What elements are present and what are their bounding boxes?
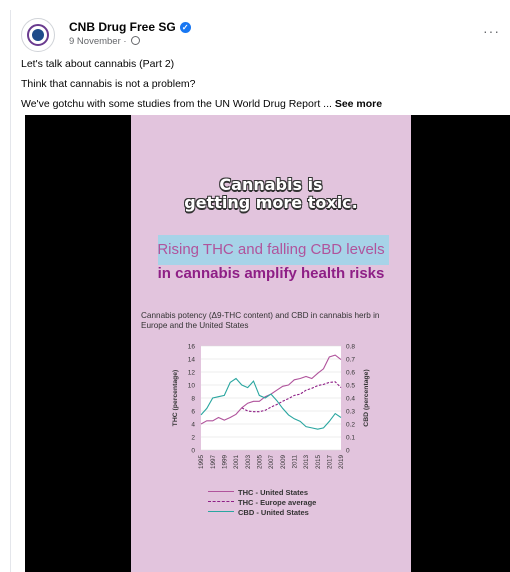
post-header: CNB Drug Free SG ✓ 9 November · ···: [21, 14, 510, 54]
x-tick-label: 2011: [292, 455, 299, 469]
poster-headline-line-1: Cannabis is: [219, 175, 323, 194]
series-line-1: [241, 381, 342, 413]
x-tick-label: 2001: [233, 455, 240, 470]
x-tick-label: 2015: [315, 455, 322, 470]
post-line-1: Let's talk about cannabis (Part 2): [21, 58, 175, 70]
infographic-poster: Cannabis is getting more toxic. Rising T…: [131, 115, 411, 572]
x-tick-label: 2009: [280, 455, 287, 470]
globe-icon[interactable]: [131, 36, 141, 45]
y-left-tick-label: 16: [188, 344, 196, 351]
x-tick-label: 2007: [268, 455, 275, 470]
page-avatar[interactable]: [21, 18, 55, 52]
legend-item-cbd-us: CBD - United States: [208, 508, 378, 518]
post-body: Let's talk about cannabis (Part 2) Think…: [21, 57, 501, 117]
x-tick-label: 2017: [327, 455, 334, 470]
y-left-tick-label: 2: [191, 435, 195, 442]
x-tick-label: 1997: [210, 455, 217, 470]
y-left-tick-label: 10: [188, 383, 196, 390]
page-name-link[interactable]: CNB Drug Free SG ✓: [69, 20, 191, 34]
post-date-link[interactable]: 9 November: [69, 36, 121, 47]
post-meta: 9 November ·: [69, 36, 141, 47]
legend-label-thc-eu: THC - Europe average: [238, 498, 317, 507]
legend-item-thc-us: THC - United States: [208, 488, 378, 498]
x-tick-label: 2019: [338, 455, 345, 470]
post-line-3: We've gotchu with some studies from the …: [21, 97, 501, 117]
meta-separator: ·: [123, 36, 127, 47]
x-tick-label: 2003: [245, 455, 252, 470]
legend-label-thc-us: THC - United States: [238, 488, 309, 497]
avatar-ring: [27, 24, 49, 46]
x-tick-label: 2005: [257, 455, 264, 470]
y-right-tick-label: 0.2: [346, 422, 355, 429]
y-left-tick-label: 0: [191, 448, 195, 455]
legend-item-thc-eu: THC - Europe average: [208, 498, 378, 508]
page-name[interactable]: CNB Drug Free SG: [69, 20, 176, 34]
legend-swatch-thc-us: [208, 491, 234, 492]
legend-label-cbd-us: CBD - United States: [238, 508, 309, 517]
y-left-tick-label: 4: [191, 422, 195, 429]
y-right-tick-label: 0.7: [346, 357, 355, 364]
y-right-tick-label: 0.1: [346, 435, 355, 442]
highlight-band: [158, 235, 389, 265]
y-left-tick-label: 14: [188, 357, 196, 364]
chart-legend: THC - United States THC - Europe average…: [208, 488, 378, 518]
y-left-tick-label: 6: [191, 409, 195, 416]
y-left-axis-label: THC (percentage): [172, 370, 179, 427]
y-left-tick-label: 12: [188, 370, 196, 377]
potency-line-chart: 0 2 4 6 8 10 12 14 16 0 0.1 0.2 0.3 0.4 0.5 0.6 0.7 0.8 19…: [172, 344, 370, 470]
post-line-2: Think that cannabis is not a problem?: [21, 78, 196, 90]
y-right-tick-label: 0.3: [346, 409, 355, 416]
poster-subhead-line-1: Rising THC and falling CBD levels: [157, 241, 385, 258]
y-right-tick-label: 0: [346, 448, 350, 455]
legend-swatch-thc-eu: [208, 501, 234, 502]
poster-subhead-line-2: in cannabis amplify health risks: [157, 265, 385, 282]
post-video[interactable]: Cannabis is getting more toxic. Rising T…: [25, 115, 510, 572]
x-tick-label: 1999: [222, 455, 229, 470]
see-more-link[interactable]: See more: [334, 98, 383, 110]
more-options-icon[interactable]: ···: [483, 23, 500, 39]
series-line-2: [200, 377, 342, 430]
y-right-tick-label: 0.8: [346, 344, 355, 351]
y-right-tick-label: 0.6: [346, 370, 355, 377]
facebook-post: CNB Drug Free SG ✓ 9 November · ··· Let's…: [10, 10, 510, 572]
y-left-tick-label: 8: [191, 396, 195, 403]
y-right-tick-label: 0.4: [346, 396, 355, 403]
legend-swatch-cbd-us: [208, 511, 234, 512]
y-right-tick-label: 0.5: [346, 383, 355, 390]
post-line-3-text: We've gotchu with some studies from the …: [21, 98, 332, 110]
x-tick-label: 2013: [303, 455, 310, 470]
verified-badge-icon: ✓: [179, 22, 191, 33]
poster-headline-line-2: getting more toxic.: [184, 193, 358, 212]
x-tick-label: 1995: [198, 455, 205, 470]
chart-title: Cannabis potency (Δ9-THC content) and CB…: [141, 311, 380, 330]
y-right-axis-label: CBD (percentage): [363, 369, 370, 426]
avatar-logo-core: [32, 29, 44, 41]
